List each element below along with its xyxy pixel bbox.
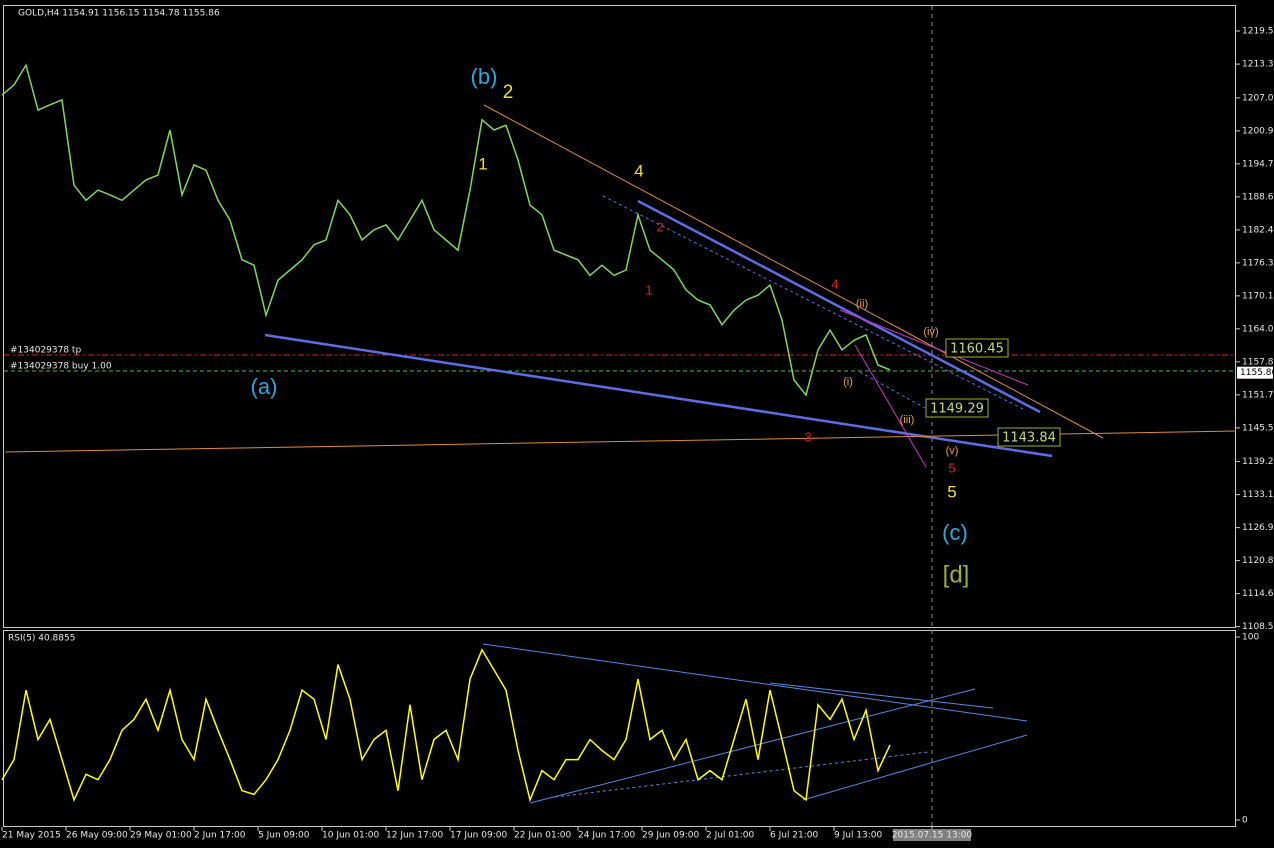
wave-label: 5 — [947, 482, 956, 501]
order-label: #134029378 buy 1.00 — [10, 362, 112, 372]
y-tick-label: 1164.03 — [1242, 324, 1274, 334]
x-tick-label: 6 Jul 21:00 — [770, 831, 819, 841]
x-tick-label: 29 Jun 09:00 — [642, 831, 699, 841]
wave-label: 4 — [634, 161, 643, 180]
level-boxes: 1160.45 1149.29 1143.84 — [925, 338, 1061, 447]
series-line — [1, 63, 891, 397]
wave-label: 5 — [948, 460, 955, 475]
y-tick-label: 1145.58 — [1242, 423, 1274, 433]
x-tick-label: 2 Jul 01:00 — [706, 831, 755, 841]
x-tick-label: 5 Jun 09:00 — [258, 831, 310, 841]
y-tick-label: 1194.78 — [1242, 159, 1274, 169]
y-tick-label: 1176.33 — [1242, 258, 1274, 268]
trendline — [859, 371, 926, 409]
y-tick-label: 1170.18 — [1242, 291, 1274, 301]
x-tick-label: 21 May 2015 — [2, 831, 61, 841]
wave-label: 3 — [804, 429, 811, 444]
rsi-title: RSI(5) 40.8855 — [8, 634, 75, 644]
x-tick-label: 9 Jul 13:00 — [834, 831, 883, 841]
chart-title: GOLD,H4 1154.91 1156.15 1154.78 1155.86 — [18, 9, 220, 19]
rsi-trendline — [554, 751, 929, 798]
rsi-trendline — [482, 643, 1028, 722]
trendline — [854, 344, 927, 468]
price-frame — [3, 5, 1236, 628]
x-tick-label: 2 Jun 17:00 — [194, 831, 246, 841]
y-tick-label: 100 — [1242, 633, 1259, 643]
wave-label: 2 — [503, 82, 514, 103]
rsi-trendline — [769, 682, 994, 709]
level-box — [945, 338, 1009, 358]
rsi-frame — [3, 630, 1236, 827]
last-price-label: 1155.86 — [1240, 368, 1274, 378]
annotations: (b) 2 1 4 (a) 2 1 4 3 5 (ii) (i) (iii) (… — [251, 64, 970, 589]
y-tick-label: 1157.88 — [1242, 357, 1274, 367]
level-box — [997, 427, 1061, 447]
x-tick-label: 10 Jun 01:00 — [322, 831, 379, 841]
rsi-trendline — [529, 688, 976, 804]
wave-label: (iii) — [900, 414, 915, 426]
trendline — [839, 309, 1029, 386]
y-tick-label: 1139.29 — [1242, 457, 1274, 467]
x-tick-label: 17 Jun 09:00 — [450, 831, 507, 841]
wave-label: (ii) — [856, 298, 868, 310]
y-tick-label: 1114.68 — [1242, 589, 1274, 599]
trendlines — [4, 104, 1237, 804]
x-tick-label: 29 May 01:00 — [130, 831, 192, 841]
cursor-label-box — [893, 829, 971, 841]
wave-label: 1 — [645, 282, 652, 297]
trendline — [602, 195, 1026, 411]
y-tick-label: 1182.48 — [1242, 225, 1274, 235]
x-tick-label: 2015.07.15 13:00 — [892, 831, 973, 841]
x-tick-label: 24 Jun 17:00 — [578, 831, 635, 841]
wave-label: [d] — [943, 561, 970, 588]
x-tick-label: 26 May 09:00 — [66, 831, 128, 841]
last-price-box — [1237, 366, 1273, 379]
wave-label: 4 — [831, 276, 838, 291]
wave-label: (a) — [251, 374, 278, 399]
y-tick-label: 1219.55 — [1242, 27, 1274, 37]
level-box — [925, 398, 989, 418]
x-tick-label: 22 Jun 01:00 — [514, 831, 571, 841]
y-tick-label: 1207.08 — [1242, 93, 1274, 103]
y-tick-label: 1213.38 — [1242, 60, 1274, 70]
wave-label: 1 — [478, 154, 487, 173]
trendline — [264, 333, 1053, 458]
level-label: 1160.45 — [950, 342, 1004, 357]
trendline — [483, 104, 1104, 439]
y-tick-label: 1188.63 — [1242, 192, 1274, 202]
y-tick-label: 1108.53 — [1242, 622, 1274, 632]
y-tick-label: 0 — [1242, 816, 1248, 826]
y-tick-label: 1133.13 — [1242, 490, 1274, 500]
rsi-trendline — [802, 734, 1028, 801]
wave-label: (i) — [843, 376, 853, 388]
x-tick-label: 12 Jun 17:00 — [386, 831, 443, 841]
y-tick-label: 1151.73 — [1242, 390, 1274, 400]
trendline — [637, 199, 1041, 414]
y-tick-label: 1120.83 — [1242, 556, 1274, 566]
order-label: #134029378 tp — [10, 346, 81, 356]
wave-label: (iv) — [923, 326, 938, 338]
y-tick-label: 1126.98 — [1242, 523, 1274, 533]
y-tick-label: 1200.93 — [1242, 126, 1274, 136]
series-line — [1, 648, 891, 803]
wave-label: 2 — [656, 219, 663, 234]
level-label: 1143.84 — [1002, 431, 1056, 446]
level-label: 1149.29 — [930, 402, 984, 417]
wave-label: (c) — [942, 520, 968, 545]
wave-label: (v) — [946, 445, 959, 457]
wave-label: (b) — [471, 64, 498, 89]
